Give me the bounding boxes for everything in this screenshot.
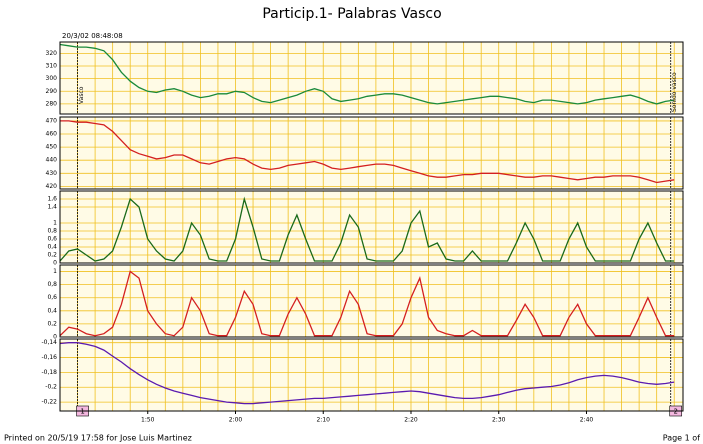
y-tick-label: 0,8 — [47, 281, 57, 288]
timestamp: 20/3/02 08:48:08 — [62, 32, 123, 40]
panel-bg — [60, 117, 683, 189]
y-tick-label: -0,18 — [41, 369, 57, 376]
x-tick-label: 2:10 — [316, 417, 330, 424]
y-tick-label: 0,2 — [47, 252, 57, 259]
y-tick-label: 0 — [53, 334, 57, 341]
y-tick-label: -0,16 — [41, 354, 57, 361]
panel-bg — [60, 42, 683, 114]
y-tick-label: 460 — [46, 131, 58, 138]
y-tick-label: 0,2 — [47, 320, 57, 327]
panel-bg — [60, 265, 683, 337]
y-tick-label: 1 — [53, 268, 57, 275]
y-tick-label: 290 — [46, 88, 58, 95]
line-series — [59, 270, 675, 337]
y-tick-label: -0,2 — [45, 384, 57, 391]
x-tick-label: 2:00 — [229, 417, 243, 424]
y-tick-label: 0,6 — [47, 294, 57, 301]
y-tick-label: 1,4 — [47, 204, 57, 211]
panel-border — [59, 116, 684, 190]
y-tick-label: 430 — [46, 170, 58, 177]
chart-title: Particip.1- Palabras Vasco — [262, 6, 441, 22]
event-label: Vasco — [78, 86, 85, 104]
y-tick-label: 0,8 — [47, 228, 57, 235]
x-tick-label: 2:40 — [580, 417, 594, 424]
y-tick-label: 280 — [46, 100, 58, 107]
y-tick-label: 450 — [46, 144, 58, 151]
footer-right: Page 1 of — [663, 434, 700, 443]
y-tick-label: 440 — [46, 157, 58, 164]
y-tick-label: 420 — [46, 183, 58, 190]
y-tick-label: -0,22 — [41, 399, 57, 406]
y-tick-label: 0,6 — [47, 236, 57, 243]
line-series — [59, 43, 675, 105]
y-tick-label: 310 — [46, 63, 58, 70]
panel-border — [59, 264, 684, 338]
y-tick-label: 320 — [46, 50, 58, 57]
panel-border — [59, 41, 684, 115]
line-series — [59, 342, 675, 405]
y-tick-label: 0,4 — [47, 244, 57, 251]
panel-border — [59, 190, 684, 264]
x-tick-label: 2:20 — [404, 417, 418, 424]
x-tick-label: 1:50 — [141, 417, 155, 424]
panel-bg — [60, 339, 683, 411]
x-tick-label: 2:30 — [492, 417, 506, 424]
y-tick-label: -0,14 — [41, 339, 57, 346]
line-series — [59, 196, 675, 262]
footer-left: Printed on 20/5/19 17:58 for Jose Luis M… — [4, 434, 192, 443]
event-label: Sonido vasco — [671, 72, 678, 112]
y-tick-label: 1,6 — [47, 196, 57, 203]
line-series — [60, 120, 675, 184]
y-tick-label: 470 — [46, 117, 58, 124]
y-tick-label: 0 — [53, 260, 57, 267]
y-tick-label: 0,4 — [47, 307, 57, 314]
y-tick-label: 1 — [53, 220, 57, 227]
y-tick-label: 300 — [46, 75, 58, 82]
